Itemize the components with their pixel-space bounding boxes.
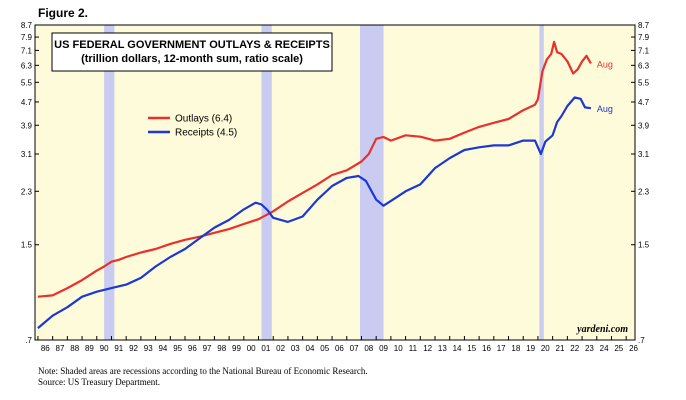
- x-tick-label: 13: [438, 344, 447, 353]
- x-tick-label: 05: [320, 344, 329, 353]
- y-tick-label-right: 3.9: [638, 121, 650, 130]
- x-tick-label: 15: [467, 344, 476, 353]
- y-tick-label-left: 3.9: [21, 121, 33, 130]
- x-tick-label: 17: [497, 344, 506, 353]
- x-tick-label: 06: [335, 344, 344, 353]
- y-tick-label-right: 4.7: [638, 98, 650, 107]
- y-tick-label-right: 3.1: [638, 150, 650, 159]
- x-tick-label: 96: [188, 344, 197, 353]
- legend-outlays-label: Outlays (6.4): [175, 114, 232, 125]
- x-tick-label: 92: [129, 344, 138, 353]
- x-tick-label: 94: [158, 344, 167, 353]
- x-tick-label: 91: [114, 344, 123, 353]
- chart-title: US FEDERAL GOVERNMENT OUTLAYS & RECEIPTS: [54, 39, 330, 51]
- y-tick-label-right: 2.3: [638, 187, 650, 196]
- y-tick-label-left: 4.7: [21, 98, 33, 107]
- y-tick-label-left: 1.5: [21, 241, 33, 250]
- tick-marks: [35, 24, 635, 341]
- y-tick-label-right: 1.5: [638, 241, 650, 250]
- legend: Outlays (6.4) Receipts (4.5): [148, 114, 237, 139]
- y-tick-label-left: 8.7: [21, 21, 33, 30]
- x-tick-label: 88: [70, 344, 79, 353]
- x-tick-label: 19: [526, 344, 535, 353]
- y-tick-label-left: 3.1: [21, 150, 33, 159]
- y-tick-label-right: 7.9: [638, 33, 650, 42]
- x-tick-label: 10: [394, 344, 403, 353]
- y-tick-label-right: 6.3: [638, 61, 650, 70]
- recession-band: [104, 25, 115, 340]
- receipts-line: [37, 96, 592, 329]
- x-tick-label: 12: [423, 344, 432, 353]
- x-tick-label: 89: [85, 344, 94, 353]
- x-tick-label: 04: [306, 344, 315, 353]
- y-tick-label-right: 8.7: [638, 21, 650, 30]
- x-tick-label: 18: [511, 344, 520, 353]
- x-tick-label: 11: [409, 344, 418, 353]
- x-tick-label: 90: [100, 344, 109, 353]
- outlays-end-label: Aug: [597, 59, 613, 69]
- y-tick-label-right: 7.1: [638, 46, 650, 55]
- x-tick-label: 95: [173, 344, 182, 353]
- x-tick-label: 99: [232, 344, 241, 353]
- x-tick-label: 16: [482, 344, 491, 353]
- x-tick-label: 87: [56, 344, 65, 353]
- legend-receipts-label: Receipts (4.5): [175, 128, 237, 139]
- x-tick-label: 98: [217, 344, 226, 353]
- x-tick-label: 09: [379, 344, 388, 353]
- y-tick-label-left: 5.5: [21, 78, 33, 87]
- y-tick-label-left: 6.3: [21, 61, 33, 70]
- y-tick-label-left: 7.9: [21, 33, 33, 42]
- x-tick-label: 93: [144, 344, 153, 353]
- x-tick-label: 02: [276, 344, 285, 353]
- x-tick-label: 86: [41, 344, 50, 353]
- x-tick-label: 97: [203, 344, 212, 353]
- receipts-end-label: Aug: [597, 104, 613, 114]
- chart-subtitle: (trillion dollars, 12-month sum, ratio s…: [81, 53, 303, 65]
- x-tick-label: 26: [629, 344, 638, 353]
- recession-band: [360, 25, 384, 340]
- recession-note: Note: Shaded areas are recessions accord…: [38, 366, 368, 376]
- y-tick-label-right: .7: [638, 336, 645, 345]
- x-tick-label: 23: [585, 344, 594, 353]
- outlays-line: [37, 40, 592, 298]
- x-tick-label: 01: [261, 344, 270, 353]
- recession-band: [261, 25, 272, 340]
- x-tick-label: 03: [291, 344, 300, 353]
- source-note: Source: US Treasury Department.: [38, 377, 160, 387]
- y-tick-label-left: 7.1: [21, 46, 33, 55]
- title-box: [51, 32, 333, 72]
- x-tick-label: 22: [570, 344, 579, 353]
- watermark: yardeni.com: [576, 324, 628, 335]
- plot-area: [34, 24, 636, 341]
- x-tick-label: 20: [541, 344, 550, 353]
- y-tick-label-left: .7: [25, 336, 32, 345]
- axis-labels: .7 .7 1.5 1.5 2.3 2.3 3.1 3.1 3.9 3.9 4.7 4.7 5.5 5.5…: [21, 21, 650, 353]
- x-tick-label: 08: [364, 344, 373, 353]
- figure-label: Figure 2.: [38, 6, 89, 20]
- x-tick-label: 07: [350, 344, 359, 353]
- x-tick-label: 24: [600, 344, 609, 353]
- x-tick-label: 21: [556, 344, 565, 353]
- y-tick-label-left: 2.3: [21, 187, 33, 196]
- x-tick-label: 14: [453, 344, 462, 353]
- series-lines: [37, 40, 592, 329]
- recession-bands: [104, 25, 544, 340]
- x-tick-label: 25: [614, 344, 623, 353]
- recession-band: [539, 25, 544, 340]
- y-tick-label-right: 5.5: [638, 78, 650, 87]
- x-tick-label: 00: [247, 344, 256, 353]
